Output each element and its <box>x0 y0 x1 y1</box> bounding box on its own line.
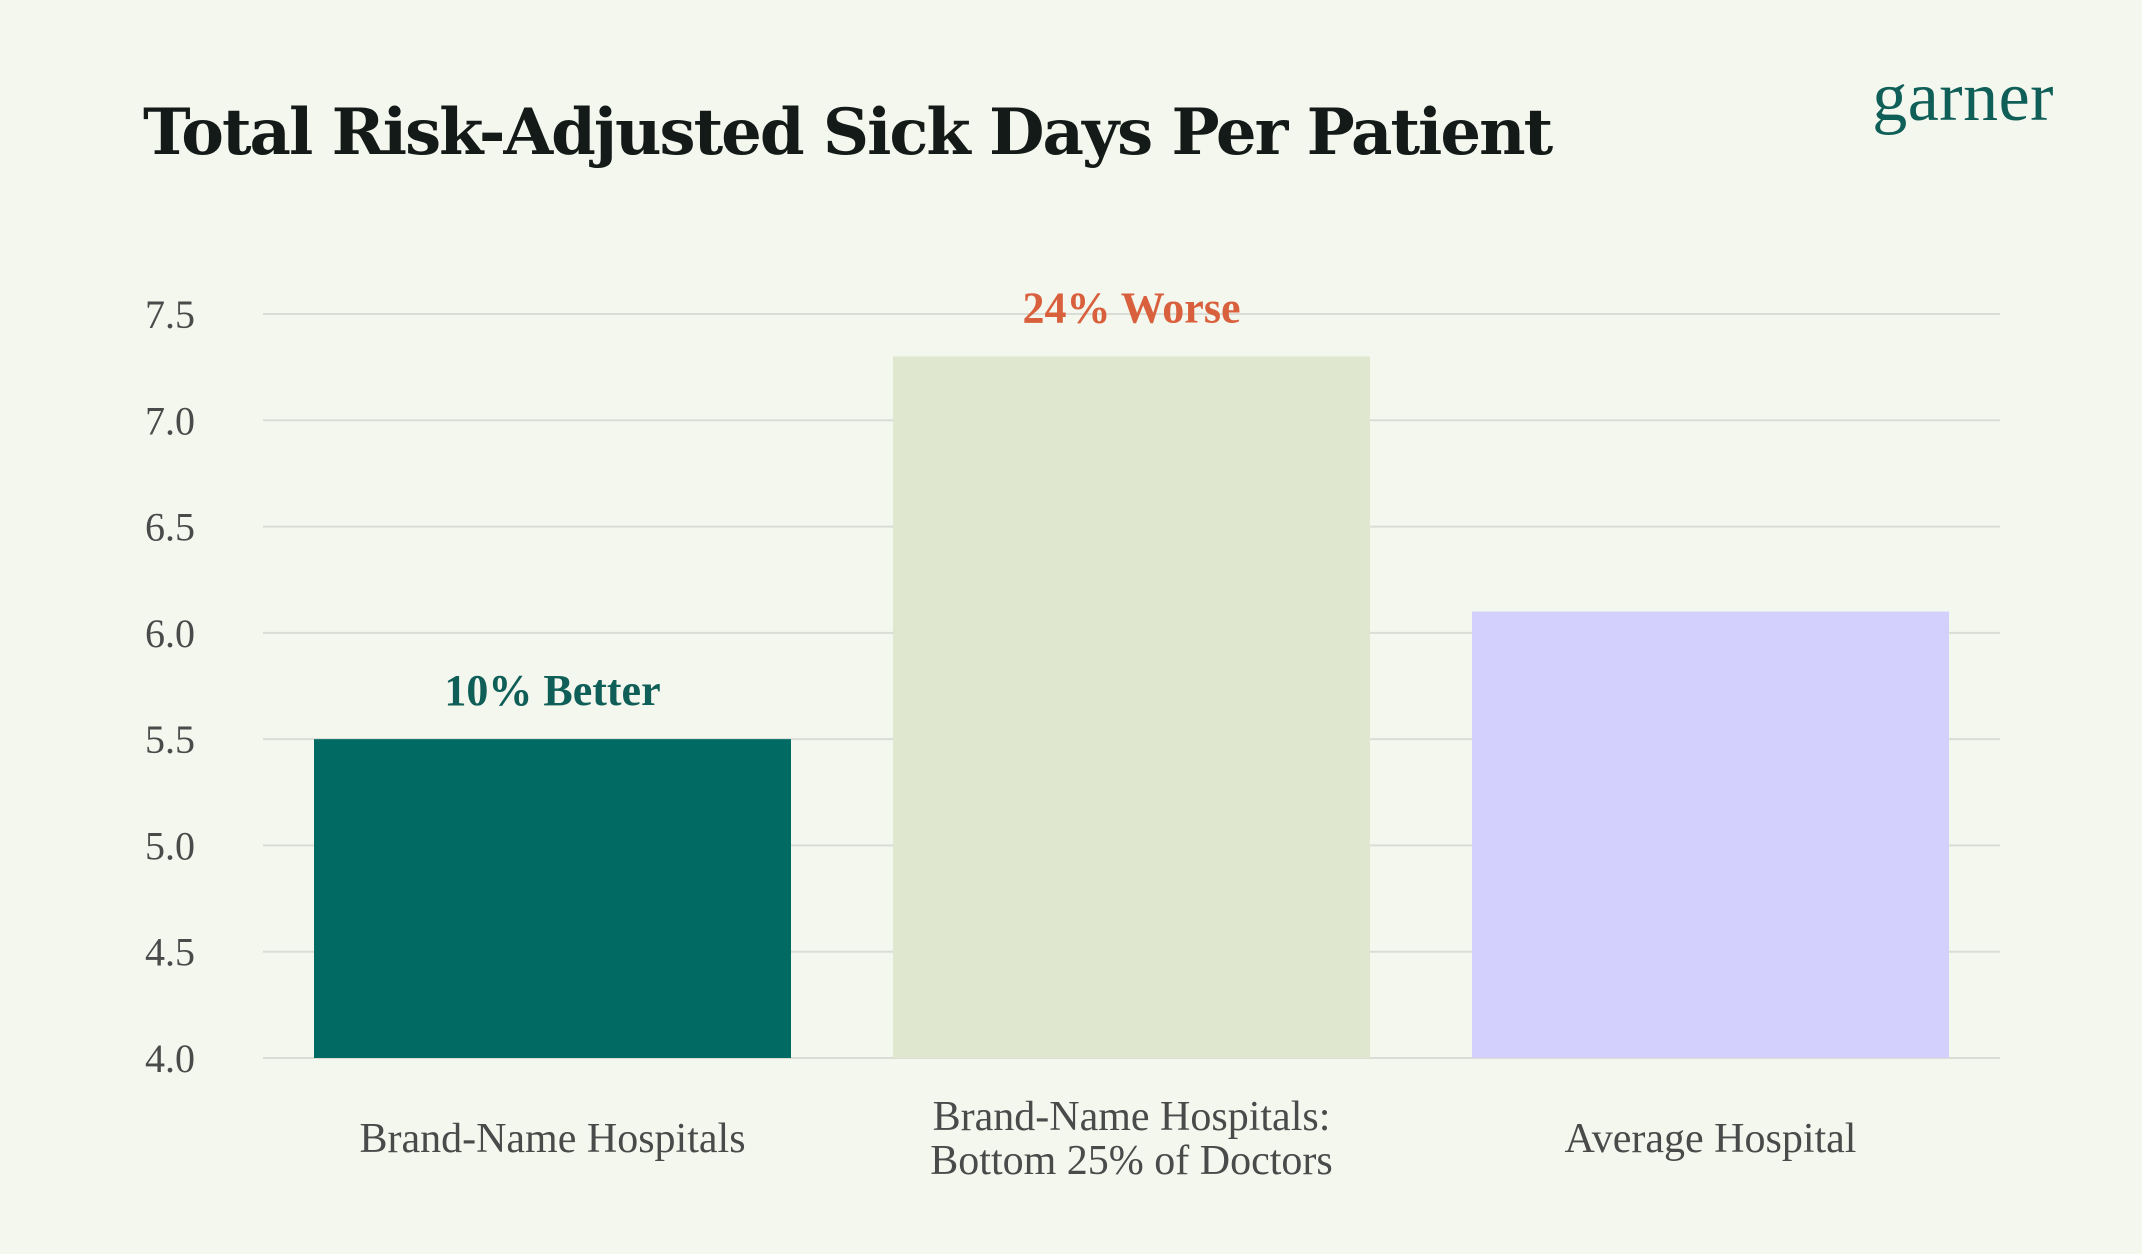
y-tick-label: 5.5 <box>145 717 195 762</box>
x-category-label: Bottom 25% of Doctors <box>930 1138 1332 1184</box>
x-category-label: Brand-Name Hospitals: <box>933 1094 1331 1140</box>
y-tick-label: 4.5 <box>145 930 195 975</box>
x-category-label: Brand-Name Hospitals <box>359 1116 745 1162</box>
bar <box>1472 611 1949 1058</box>
y-tick-label: 6.5 <box>145 505 195 550</box>
y-tick-label: 7.5 <box>145 292 195 337</box>
y-tick-label: 6.0 <box>145 611 195 656</box>
y-tick-label: 7.0 <box>145 398 195 443</box>
y-tick-label: 5.0 <box>145 823 195 868</box>
garner-logo: garner <box>1872 59 2054 136</box>
x-category-label: Average Hospital <box>1565 1116 1857 1162</box>
bar <box>893 356 1370 1058</box>
labels: 4.0 4.5 5.0 5.5 6.0 6.5 7.0 7.5 Brand-Name Hospi… <box>145 284 1856 1184</box>
bar-annotation: 10% Better <box>444 666 660 715</box>
y-tick-label: 4.0 <box>145 1036 195 1081</box>
bar <box>314 739 791 1058</box>
bar-annotation: 24% Worse <box>1023 284 1241 333</box>
bars <box>314 356 1949 1058</box>
chart-title: Total Risk-Adjusted Sick Days Per Patien… <box>143 95 1553 170</box>
